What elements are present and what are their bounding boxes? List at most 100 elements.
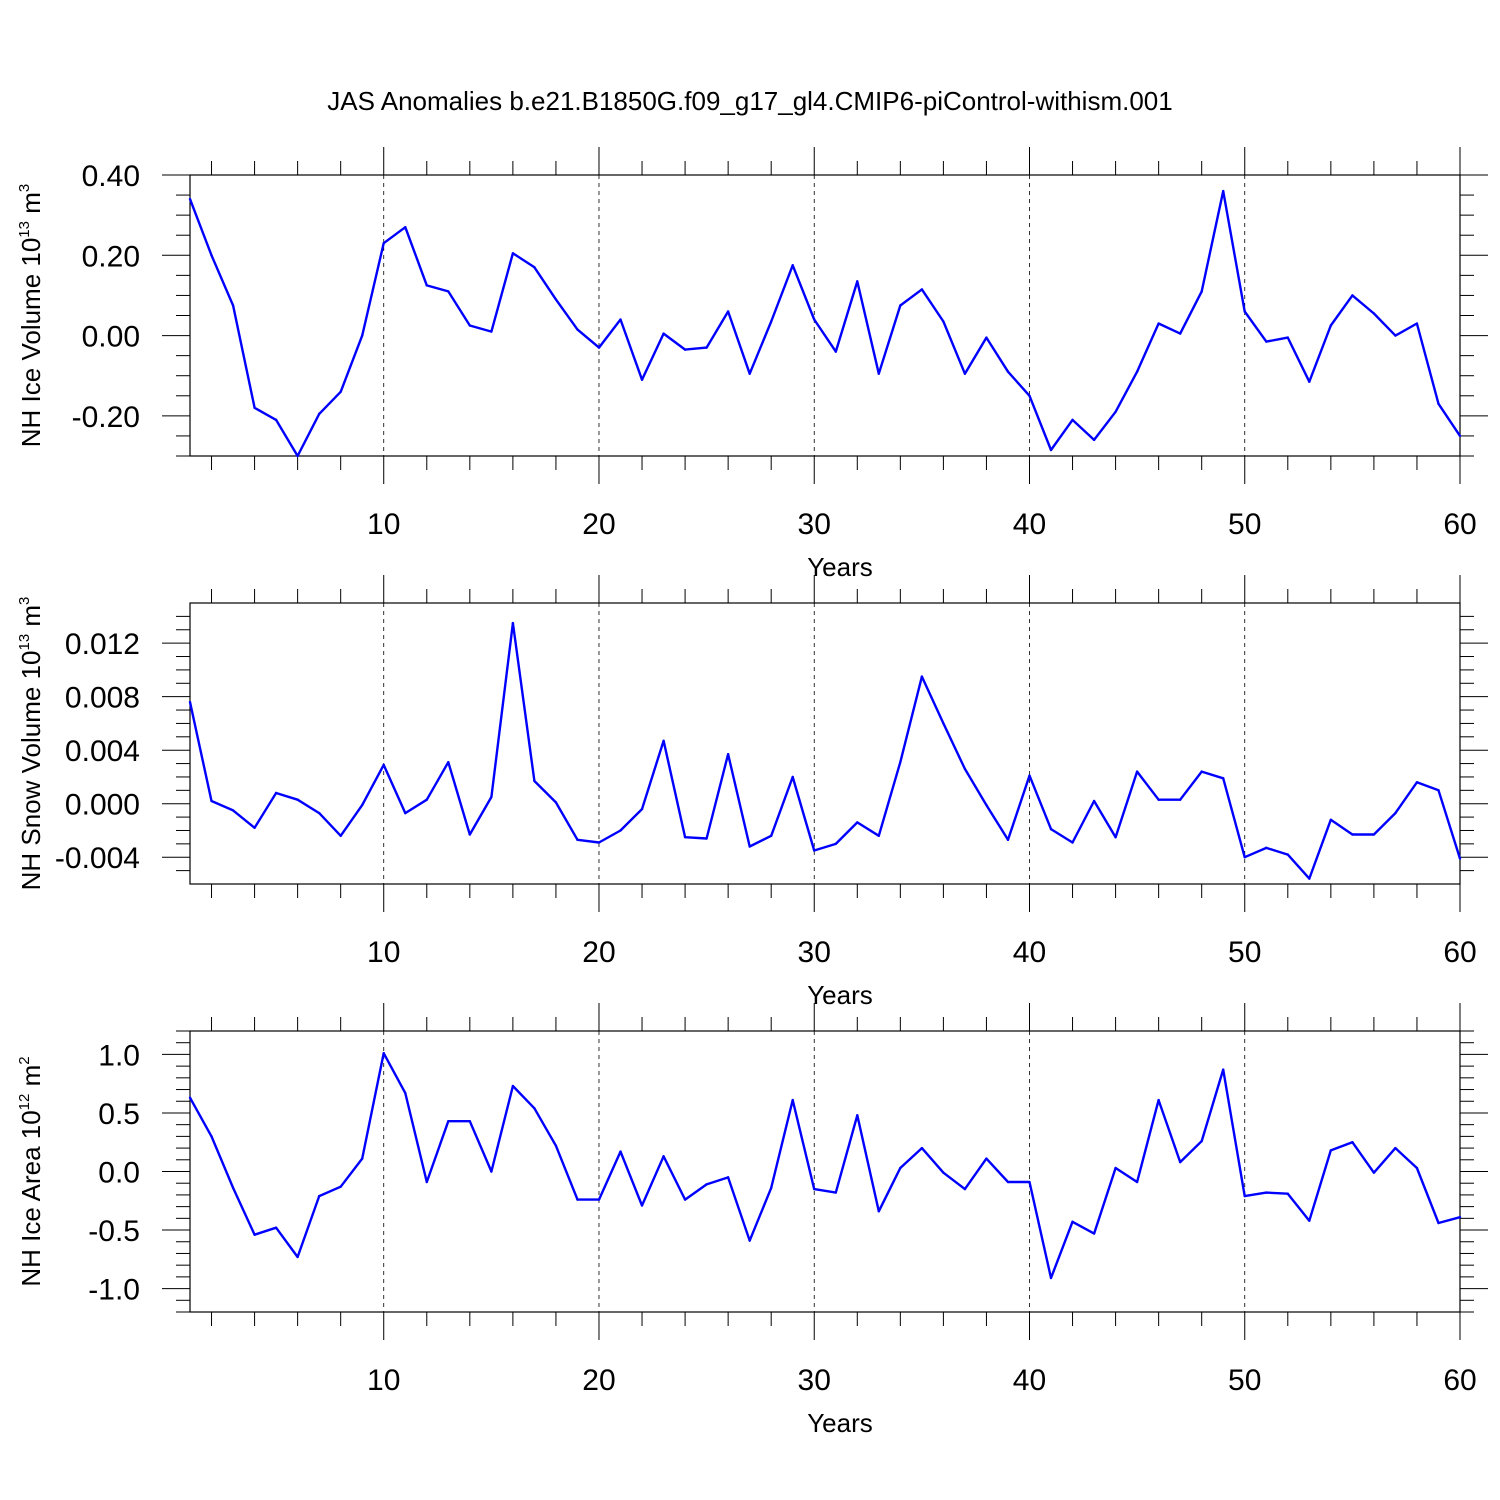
data-point bbox=[899, 1166, 902, 1170]
data-point bbox=[210, 254, 213, 257]
data-point bbox=[511, 1084, 515, 1088]
data-point bbox=[1394, 811, 1397, 815]
data-point bbox=[404, 811, 407, 815]
data-point bbox=[1178, 1160, 1182, 1164]
data-point bbox=[1028, 1180, 1031, 1184]
data-point bbox=[1437, 789, 1440, 792]
data-point bbox=[683, 348, 687, 351]
data-point bbox=[791, 1098, 794, 1102]
plot-frame bbox=[189, 174, 1461, 457]
data-point bbox=[1265, 846, 1268, 850]
data-point bbox=[856, 821, 859, 824]
data-point bbox=[877, 1210, 881, 1213]
data-point bbox=[1135, 770, 1139, 773]
data-point bbox=[468, 324, 472, 327]
data-point bbox=[1458, 857, 1462, 860]
data-point bbox=[1092, 1232, 1096, 1235]
x-tick-label: 50 bbox=[1228, 936, 1261, 969]
data-point bbox=[1114, 410, 1117, 414]
data-point bbox=[640, 378, 644, 381]
x-tick-label: 20 bbox=[582, 936, 615, 969]
data-point bbox=[1351, 1141, 1354, 1144]
data-point bbox=[1243, 310, 1246, 313]
data-point bbox=[425, 1180, 428, 1184]
data-point bbox=[253, 826, 256, 829]
x-tick-label: 40 bbox=[1013, 1364, 1046, 1397]
data-point bbox=[1178, 798, 1182, 801]
data-point bbox=[748, 1239, 751, 1242]
y-tick-label: 0.0 bbox=[98, 1157, 140, 1190]
panel-2: 10 20 30 40 50 60 Years -0.004 0.000 0.004 0.008 0.… bbox=[16, 575, 1488, 1010]
data-point bbox=[1415, 781, 1419, 784]
x-tick-label: 60 bbox=[1443, 936, 1476, 969]
data-point bbox=[856, 1114, 859, 1117]
data-point bbox=[274, 1226, 278, 1229]
y-tick-label: -0.004 bbox=[55, 842, 140, 875]
data-point bbox=[533, 266, 536, 269]
y-tick-label: -1.0 bbox=[88, 1274, 140, 1307]
data-point bbox=[425, 284, 428, 287]
data-point bbox=[339, 390, 342, 393]
data-point bbox=[447, 761, 450, 764]
data-point bbox=[705, 346, 708, 349]
data-point bbox=[769, 834, 773, 838]
data-point bbox=[1157, 1098, 1160, 1102]
data-point bbox=[339, 834, 342, 838]
x-tick-label: 30 bbox=[798, 508, 831, 541]
data-point bbox=[834, 842, 837, 846]
x-tick-label: 30 bbox=[798, 1364, 831, 1397]
y-tick-label: 0.004 bbox=[65, 735, 140, 768]
data-point bbox=[683, 835, 687, 839]
data-point bbox=[1308, 877, 1311, 880]
data-point bbox=[1351, 294, 1354, 297]
data-point bbox=[1092, 799, 1096, 803]
data-point bbox=[1028, 774, 1031, 777]
x-tick-label: 10 bbox=[367, 1364, 400, 1397]
data-point bbox=[1006, 370, 1010, 373]
x-axis-title: Years bbox=[807, 980, 873, 1010]
data-point bbox=[511, 252, 515, 255]
data-point bbox=[597, 841, 601, 844]
data-point bbox=[576, 328, 579, 331]
y-tick-label: 0.000 bbox=[65, 789, 140, 822]
data-point bbox=[210, 1135, 213, 1138]
data-point bbox=[640, 807, 644, 811]
data-point bbox=[490, 795, 493, 799]
data-point bbox=[899, 761, 902, 764]
data-point bbox=[1200, 290, 1203, 293]
data-point bbox=[1329, 1149, 1333, 1152]
y-axis-title: NH Snow Volume 1013 m3 bbox=[16, 597, 46, 891]
data-point bbox=[554, 1144, 558, 1147]
x-tick-label: 10 bbox=[367, 936, 400, 969]
data-point bbox=[1006, 1180, 1010, 1184]
data-point bbox=[317, 1194, 321, 1198]
data-point bbox=[813, 849, 816, 852]
data-point bbox=[1458, 434, 1462, 438]
x-tick-label: 40 bbox=[1013, 508, 1046, 541]
data-point bbox=[210, 799, 213, 803]
data-point bbox=[1286, 1192, 1289, 1195]
data-point bbox=[619, 1150, 622, 1153]
data-point bbox=[985, 1157, 988, 1160]
data-point bbox=[554, 298, 558, 301]
data-point bbox=[1071, 1220, 1074, 1224]
data-point bbox=[834, 350, 837, 353]
data-point bbox=[1135, 1180, 1139, 1184]
data-point bbox=[1394, 1146, 1397, 1150]
data-point bbox=[1265, 340, 1268, 343]
data-point bbox=[1286, 853, 1289, 856]
data-point bbox=[705, 837, 708, 840]
y-axis-title: NH Ice Area 1012 m2 bbox=[16, 1056, 46, 1286]
data-point bbox=[468, 1119, 472, 1123]
x-tick-label: 50 bbox=[1228, 1364, 1261, 1397]
y-tick-label: -0.5 bbox=[88, 1215, 140, 1248]
x-axis-title: Years bbox=[807, 552, 873, 582]
data-point bbox=[404, 225, 407, 229]
data-point bbox=[1372, 1171, 1376, 1174]
data-point bbox=[597, 1198, 601, 1201]
data-point bbox=[662, 739, 665, 743]
data-point bbox=[554, 801, 558, 804]
data-point bbox=[1329, 324, 1333, 327]
data-point bbox=[920, 288, 924, 291]
data-point bbox=[1071, 841, 1074, 844]
